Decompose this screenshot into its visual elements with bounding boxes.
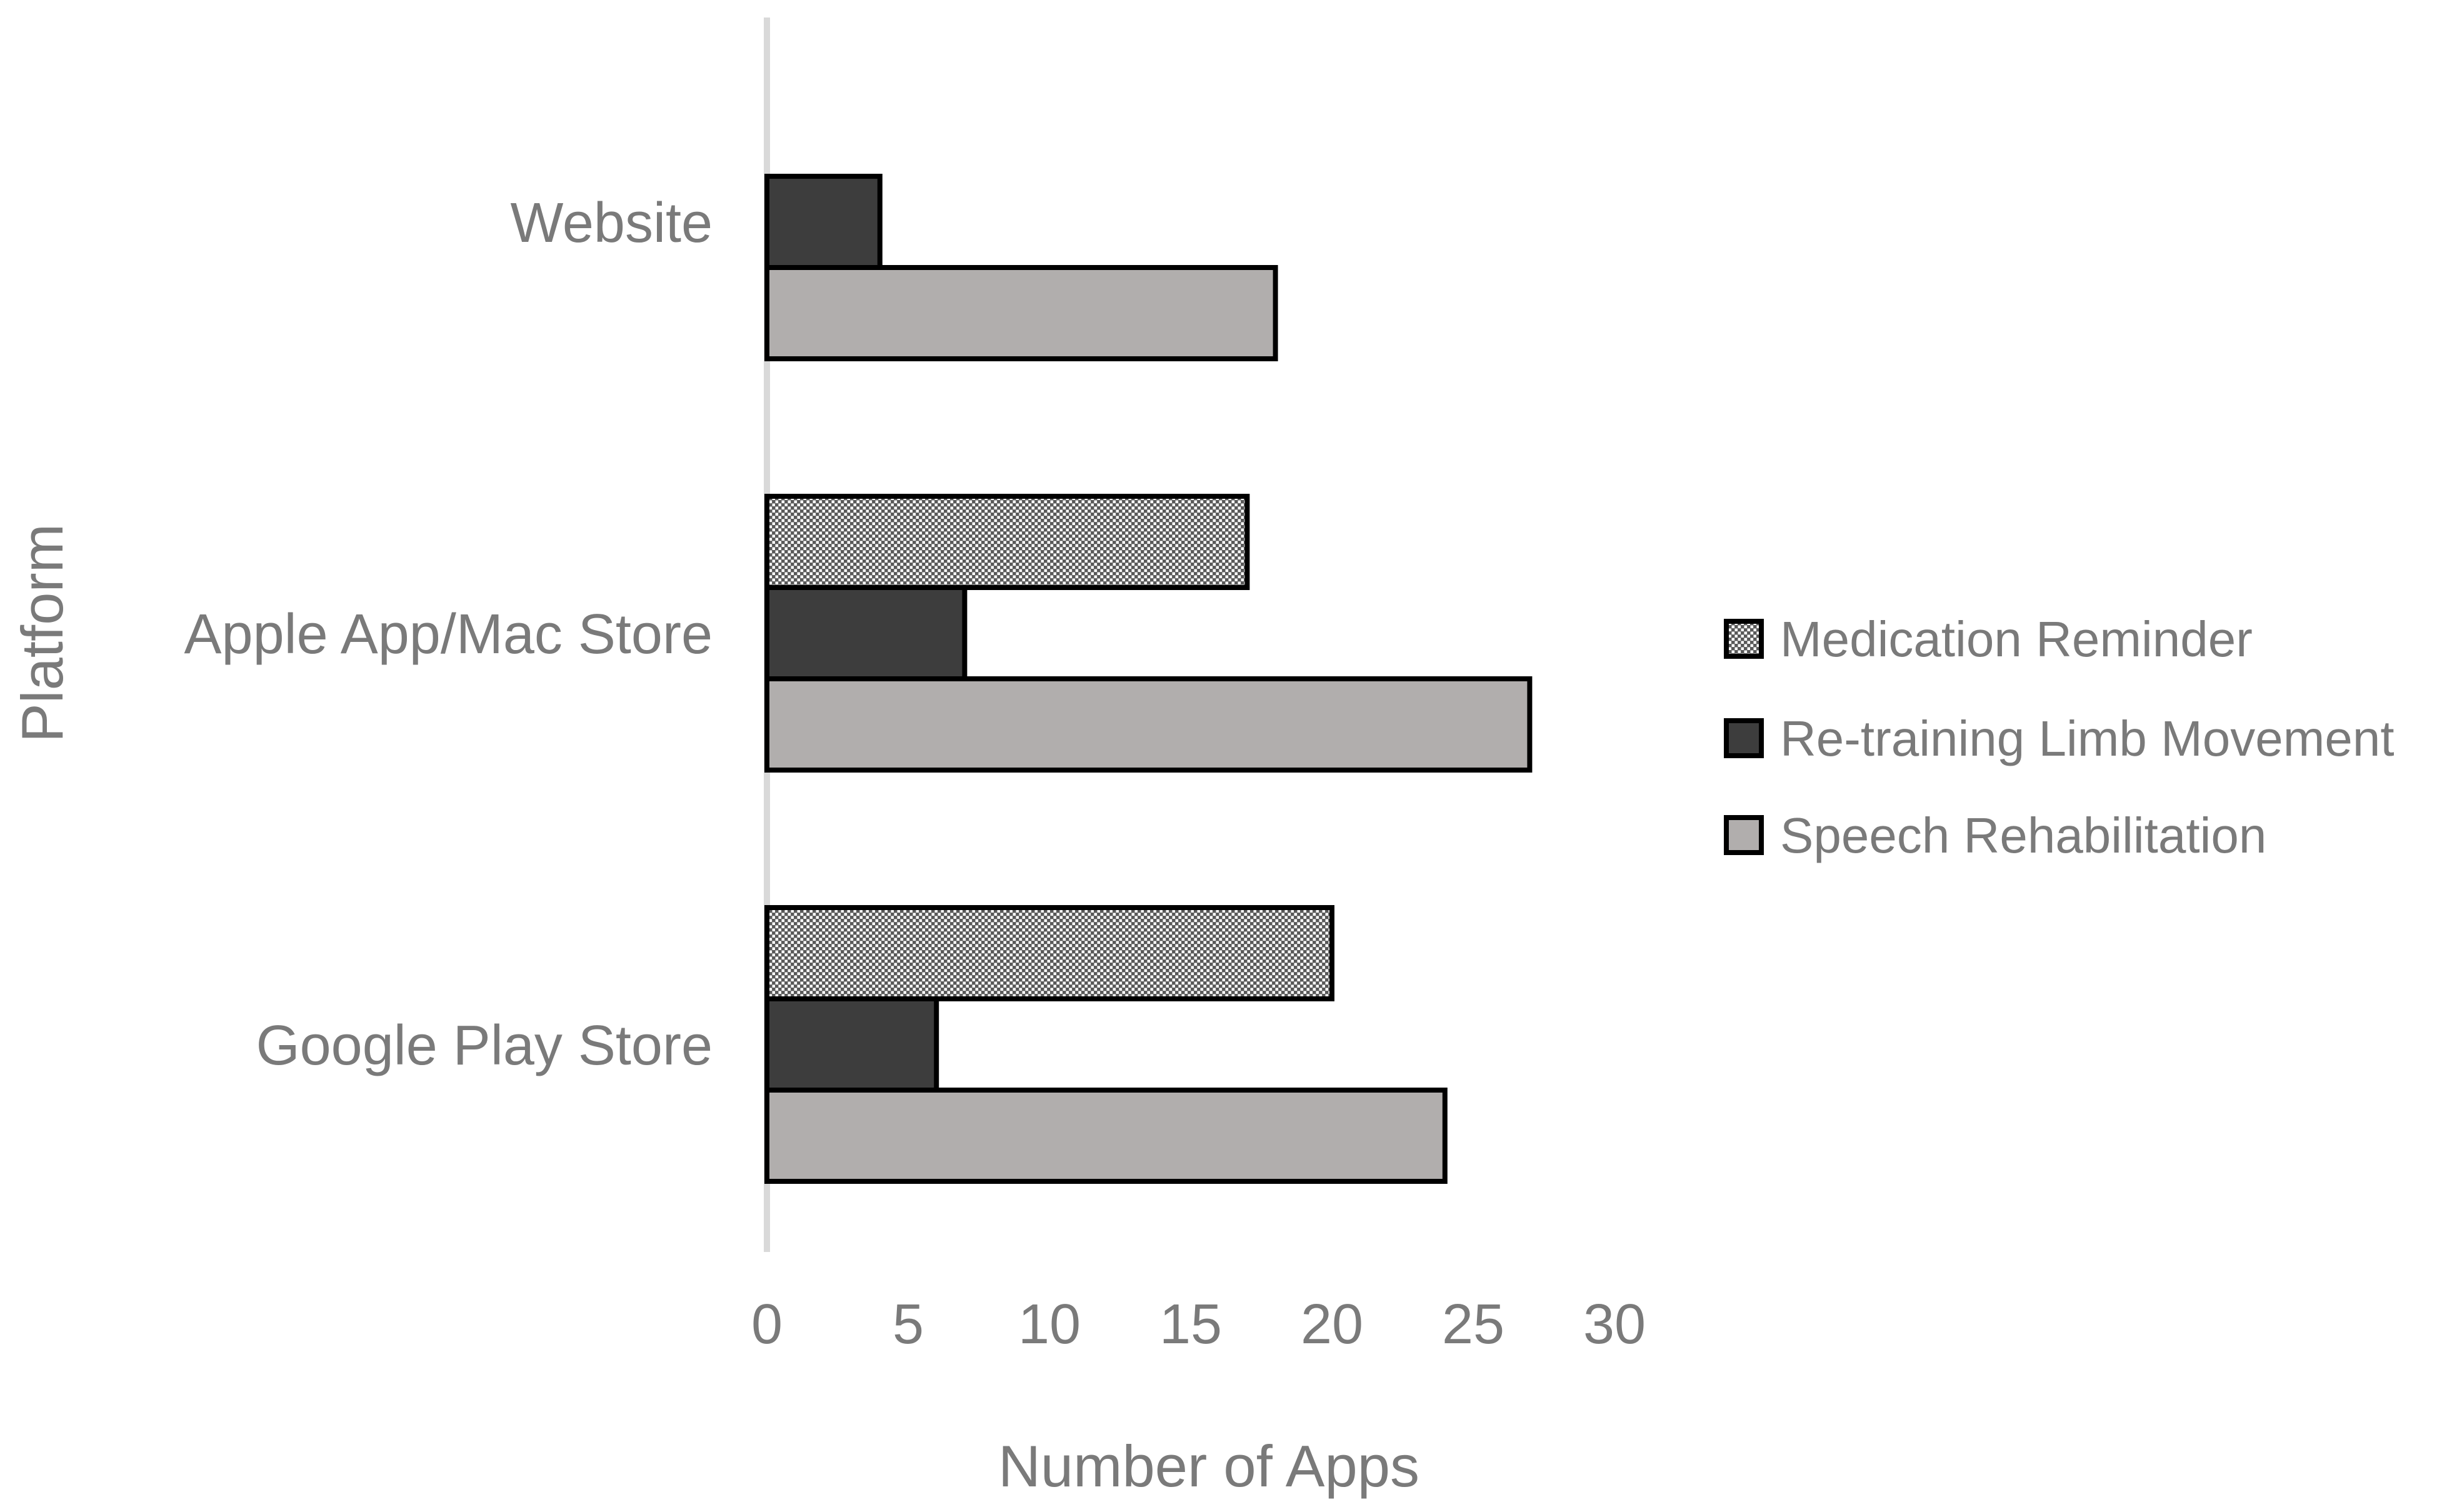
x-tick-15: 15 xyxy=(1159,1293,1222,1356)
category-label-website: Website xyxy=(511,192,713,254)
legend-label-speech-rehabilitation: Speech Rehabilitation xyxy=(1780,808,2266,863)
x-tick-10: 10 xyxy=(1018,1293,1081,1356)
bar-google-speech-rehabilitation xyxy=(764,1088,1448,1184)
bars-group xyxy=(764,174,1533,1184)
legend-swatch-retraining-limb-movement xyxy=(1724,718,1764,758)
x-tick-0: 0 xyxy=(751,1293,783,1356)
bar-apple-medication-reminder xyxy=(764,494,1250,590)
category-label-apple-app-mac-store: Apple App/Mac Store xyxy=(184,603,713,666)
legend-swatch-speech-rehabilitation xyxy=(1724,815,1764,855)
category-label-google-play-store: Google Play Store xyxy=(256,1014,713,1077)
bar-website-retraining-limb-movement xyxy=(764,174,883,270)
bar-google-medication-reminder xyxy=(764,905,1334,1001)
bar-apple-retraining-limb-movement xyxy=(764,585,968,681)
x-tick-30: 30 xyxy=(1583,1293,1646,1356)
legend-label-retraining-limb-movement: Re-training Limb Movement xyxy=(1780,711,2394,766)
y-axis-title: Platform xyxy=(9,524,75,743)
legend-swatch-medication-reminder xyxy=(1724,619,1764,659)
x-tick-labels: 0 5 10 15 20 25 30 xyxy=(751,1293,1646,1356)
x-tick-25: 25 xyxy=(1442,1293,1504,1356)
legend-label-medication-reminder: Medication Reminder xyxy=(1780,611,2253,667)
x-tick-5: 5 xyxy=(893,1293,924,1356)
legend: Medication Reminder Re-training Limb Mov… xyxy=(1724,611,2394,863)
bar-google-retraining-limb-movement xyxy=(764,996,939,1093)
bar-apple-speech-rehabilitation xyxy=(764,676,1533,773)
category-labels: Website Apple App/Mac Store Google Play … xyxy=(184,192,713,1077)
x-axis-title: Number of Apps xyxy=(998,1433,1419,1499)
x-tick-20: 20 xyxy=(1301,1293,1363,1356)
bar-website-speech-rehabilitation xyxy=(764,265,1278,361)
